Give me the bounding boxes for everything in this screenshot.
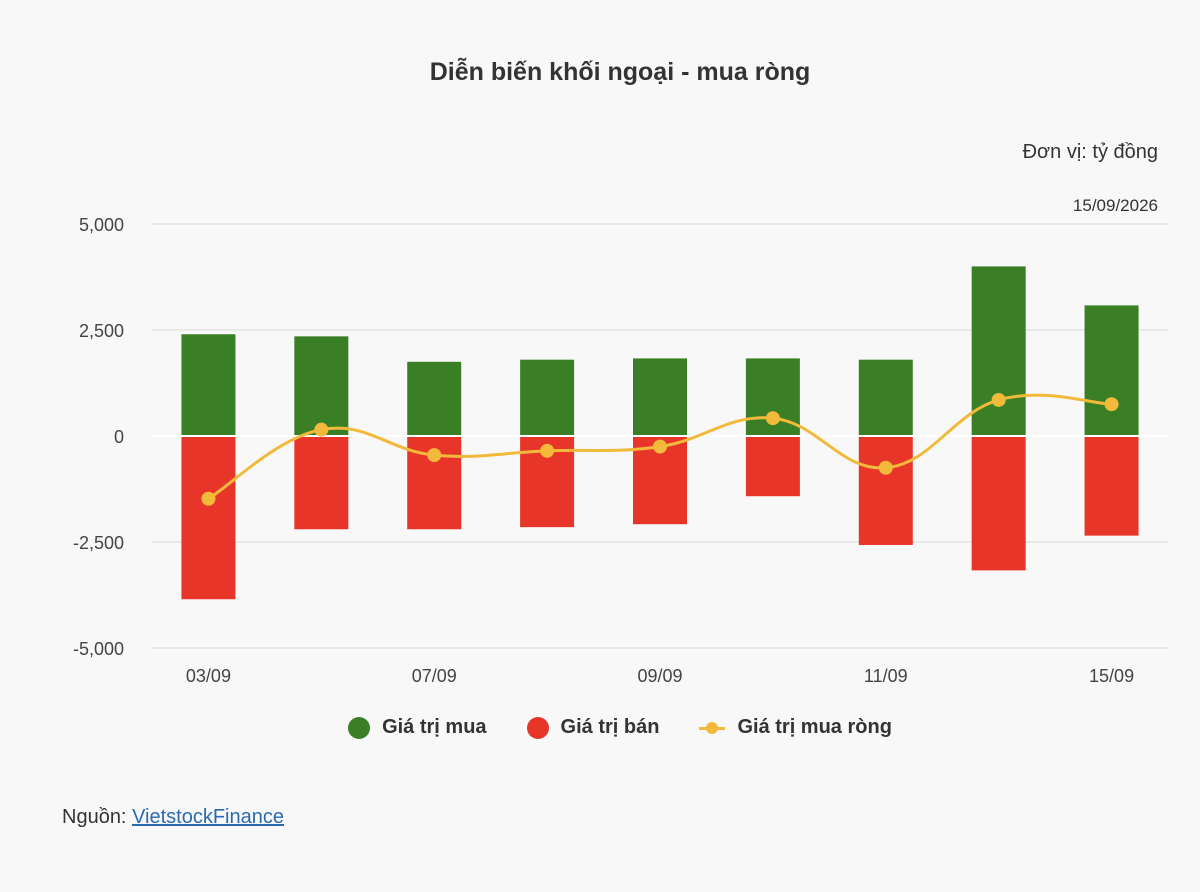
bar-buy (181, 334, 236, 436)
x-tick-label: 03/09 (186, 666, 231, 686)
net-point (427, 448, 442, 463)
bar-sell (858, 436, 913, 545)
unit-label: Đơn vị: tỷ đồng (1022, 141, 1158, 163)
source-line: Nguồn: VietstockFinance (62, 806, 284, 829)
legend-item-buy[interactable]: Giá trị mua (348, 716, 487, 739)
y-tick-label: 0 (114, 427, 124, 447)
bar-buy (633, 358, 687, 436)
legend-item-sell[interactable]: Giá trị bán (526, 716, 660, 739)
net-point (765, 411, 780, 426)
bar-sell (294, 436, 349, 530)
legend-label-net: Giá trị mua ròng (737, 716, 892, 738)
source-prefix: Nguồn: (62, 806, 133, 828)
net-point (314, 422, 329, 437)
legend-marker-sell (526, 716, 549, 739)
bar-sell (971, 436, 1026, 571)
x-tick-label: 09/09 (637, 666, 682, 686)
net-point (653, 439, 667, 454)
bar-buy (294, 336, 349, 436)
net-point (201, 491, 216, 506)
bar-sell (181, 436, 236, 600)
x-tick-label: 11/09 (864, 666, 908, 686)
bar-sell (1084, 436, 1139, 536)
bar-buy (971, 266, 1026, 436)
legend-label-sell: Giá trị bán (560, 716, 660, 738)
y-tick-label: 5,000 (79, 215, 124, 235)
bar-buy (407, 361, 462, 436)
net-point (540, 443, 555, 458)
date-label: 15/09/2026 (1072, 196, 1158, 215)
net-point (878, 460, 893, 475)
source-link[interactable]: VietstockFinance (132, 806, 284, 828)
legend-marker-buy (348, 716, 371, 739)
legend: Giá trị mua Giá trị bán Giá trị mua ròng (0, 716, 1200, 739)
chart-title: Diễn biến khối ngoại - mua ròng (429, 58, 811, 86)
y-tick-label: -2,500 (73, 533, 124, 553)
legend-label-buy: Giá trị mua (382, 716, 487, 738)
bar-buy (520, 359, 575, 436)
net-point (1104, 397, 1119, 412)
bar-sell (745, 436, 800, 497)
y-tick-label: 2,500 (79, 321, 124, 341)
legend-item-net[interactable]: Giá trị mua ròng (699, 716, 892, 739)
x-tick-label: 07/09 (412, 666, 457, 686)
bar-buy (858, 359, 913, 436)
legend-marker-net (699, 717, 726, 739)
net-point (991, 392, 1006, 407)
bar-buy (1084, 305, 1139, 436)
x-tick-label: 15/09 (1089, 666, 1134, 686)
y-tick-label: -5,000 (73, 639, 124, 659)
